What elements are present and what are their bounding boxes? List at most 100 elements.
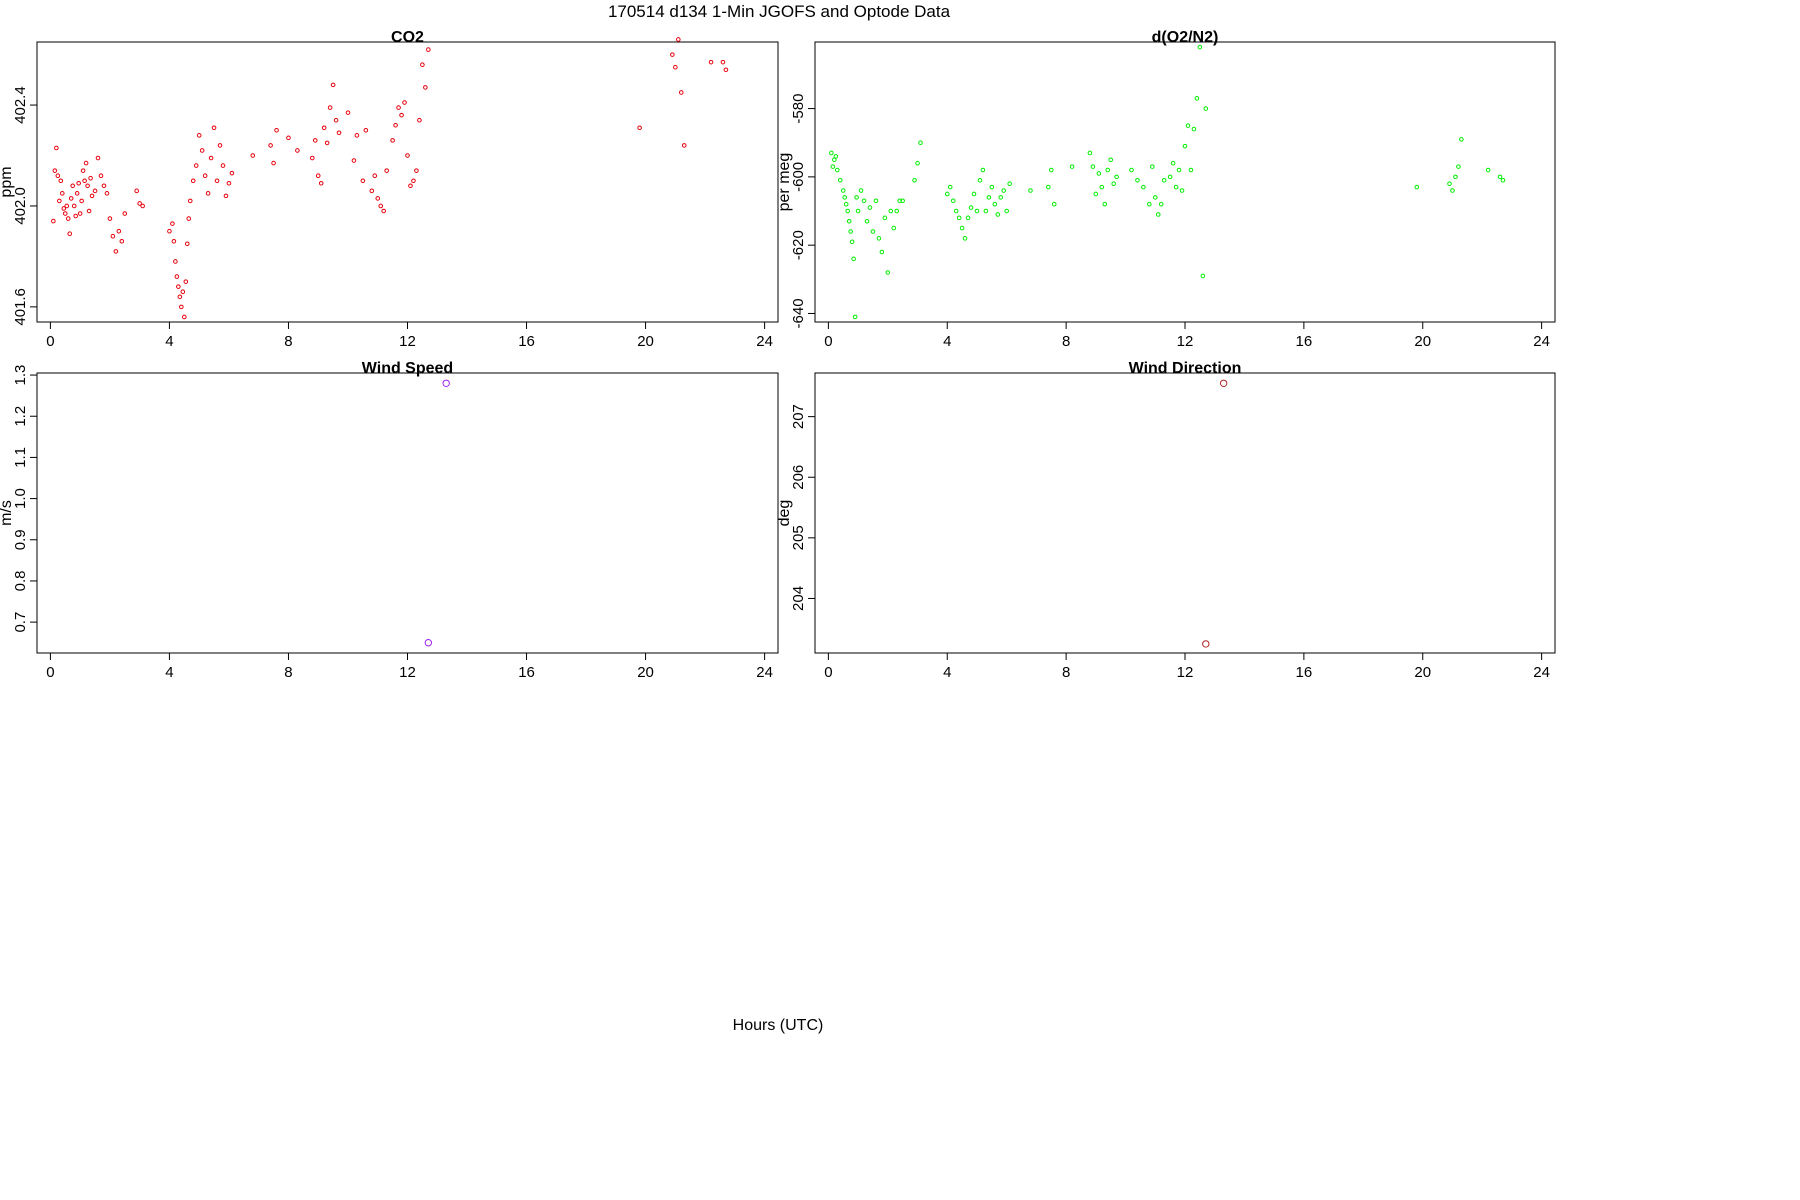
co2-xtick-label: 16 xyxy=(518,333,535,350)
co2-data-point xyxy=(681,143,687,148)
d-o2-n2-ylabel: per meg xyxy=(776,153,793,212)
co2-data-point xyxy=(295,148,300,153)
co2-data-point xyxy=(678,90,684,95)
co2-xtick-label: 0 xyxy=(46,333,54,350)
co2-data-point xyxy=(381,208,386,214)
co2-data-point xyxy=(375,196,381,201)
co2-data-point xyxy=(345,110,351,115)
co2-data-point xyxy=(119,238,125,244)
d-o2-n2-data-point xyxy=(854,195,859,200)
co2-data-point xyxy=(62,211,68,216)
d-o2-n2-data-point xyxy=(829,150,834,156)
d-o2-n2-xtick-label: 4 xyxy=(943,333,951,350)
d-o2-n2-data-point xyxy=(962,236,968,241)
co2-data-point xyxy=(86,208,92,214)
d-o2-n2-data-point xyxy=(1170,160,1176,166)
co2-data-point xyxy=(73,213,78,219)
co2-data-point xyxy=(85,183,90,189)
wind-speed-ylabel: m/s xyxy=(0,500,15,526)
co2-data-point xyxy=(184,241,190,247)
wind-direction-xtick-label: 12 xyxy=(1177,664,1194,681)
co2-data-point xyxy=(179,304,184,310)
wind-direction-xtick-label: 0 xyxy=(824,664,832,681)
co2-data-point xyxy=(211,125,217,131)
co2-data-point xyxy=(137,201,142,206)
co2-data-point xyxy=(174,274,180,279)
co2-data-point xyxy=(723,67,729,73)
co2-data-point xyxy=(405,153,410,158)
co2-data-point xyxy=(167,228,172,234)
co2-data-point xyxy=(354,133,360,138)
co2-data-point xyxy=(217,143,223,148)
co2-data-point xyxy=(214,178,220,184)
d-o2-n2-data-point xyxy=(918,140,923,146)
d-o2-n2-data-point xyxy=(849,239,855,245)
co2-data-point xyxy=(673,64,678,70)
co2-data-point xyxy=(101,183,107,189)
co2-data-point xyxy=(223,193,229,199)
co2-data-point xyxy=(67,231,73,237)
wind-direction-xtick-label: 4 xyxy=(943,664,951,681)
co2-data-point xyxy=(670,52,675,57)
co2-xtick-label: 12 xyxy=(399,333,416,350)
wind-speed-xtick-label: 0 xyxy=(46,664,54,681)
d-o2-n2-data-point xyxy=(870,229,876,234)
co2-data-point xyxy=(82,178,87,184)
co2-data-point xyxy=(360,178,366,184)
wind-direction-data-point xyxy=(1202,640,1210,648)
wind-speed-xtick-label: 8 xyxy=(284,664,292,681)
co2-data-point xyxy=(89,193,95,199)
co2-data-point xyxy=(286,135,291,141)
d-o2-n2-data-point xyxy=(897,198,902,204)
co2-data-point xyxy=(417,117,422,123)
d-o2-n2-data-point xyxy=(1093,191,1099,197)
co2-data-point xyxy=(202,173,208,178)
co2-data-point xyxy=(95,155,101,161)
d-o2-n2-data-point xyxy=(1500,177,1506,183)
co2-ylabel: ppm xyxy=(0,166,15,197)
d-o2-n2-data-point xyxy=(1185,123,1191,128)
co2-data-point xyxy=(104,191,110,196)
co2-data-point xyxy=(79,198,84,204)
d-o2-n2-data-point xyxy=(965,215,971,221)
co2-data-point xyxy=(390,138,395,143)
d-o2-n2-data-point xyxy=(1158,201,1164,207)
co2-data-point xyxy=(98,173,104,178)
co2-data-point xyxy=(55,173,61,178)
co2-data-point xyxy=(423,85,428,90)
wind-direction-title: Wind Direction xyxy=(1129,360,1242,377)
d-o2-n2-data-point xyxy=(1152,195,1158,200)
co2-data-point xyxy=(312,138,318,143)
d-o2-n2-data-point xyxy=(1179,188,1185,193)
d-o2-n2-data-point xyxy=(1105,167,1111,173)
co2-data-point xyxy=(271,160,276,166)
co2-data-point xyxy=(59,191,65,196)
co2-data-point xyxy=(315,173,321,178)
co2-data-point xyxy=(74,191,80,196)
d-o2-n2-data-point xyxy=(1087,150,1093,156)
co2-data-point xyxy=(351,158,357,163)
co2-data-point xyxy=(58,178,64,184)
co2-data-point xyxy=(369,188,375,194)
d-o2-n2-data-point xyxy=(834,167,840,173)
co2-data-point xyxy=(61,206,67,211)
wind-speed-xtick-label: 20 xyxy=(637,664,654,681)
co2-data-point xyxy=(363,127,369,133)
d-o2-n2-xtick-label: 8 xyxy=(1062,333,1070,350)
co2-data-point xyxy=(402,100,407,105)
d-o2-n2-data-point xyxy=(986,195,992,200)
d-o2-n2-ytick-label: -620 xyxy=(790,230,807,260)
d-o2-n2-data-point xyxy=(983,208,989,214)
d-o2-n2-data-point xyxy=(888,208,894,214)
co2-data-point xyxy=(384,168,389,173)
co2-xtick-label: 4 xyxy=(165,333,173,350)
d-o2-n2-data-point xyxy=(1108,157,1114,163)
co2-data-point xyxy=(720,59,726,65)
co2-title: CO2 xyxy=(391,29,424,46)
co2-data-point xyxy=(208,155,214,161)
co2-data-point xyxy=(180,289,186,295)
d-o2-n2-data-point xyxy=(995,212,1001,217)
d-o2-n2-ytick-label: -600 xyxy=(790,162,807,192)
co2-data-point xyxy=(330,82,336,88)
